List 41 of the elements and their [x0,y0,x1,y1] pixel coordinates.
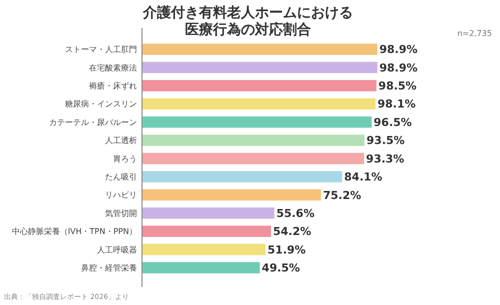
data-label: 96.5% [374,116,412,129]
bar [142,226,271,237]
bar [142,207,274,219]
y-tick-label: 胃ろう [113,154,137,164]
bar [142,80,376,92]
bar [142,171,342,182]
bar [142,116,372,128]
y-tick-label: 鼻腔・経管栄養 [81,264,137,273]
y-tick-label: 人工呼吸器 [97,245,137,254]
y-tick-label: 糖尿病・インスリン [65,100,137,109]
y-tick-label: たん吸引 [105,172,137,182]
y-tick-label: 人工透析 [105,136,137,146]
bar [142,244,266,256]
data-label: 49.5% [262,262,300,275]
data-label: 98.1% [377,98,416,111]
chart-title: 介護付き有料老人ホームにおける医療行為の対応割合 [142,4,353,38]
data-label: 54.2% [272,225,312,238]
y-tick-label: カテーテル・尿バルーン [49,118,137,127]
bar [142,62,378,74]
y-tick-label: ストーマ・人工肛門 [65,45,137,54]
data-label: 93.3% [366,152,404,166]
data-label: 98.5% [378,80,417,93]
data-label: 98.9% [379,43,418,56]
bar [142,152,364,164]
data-label: 75.2% [322,188,362,202]
y-tick-label: 褥瘡・床ずれ [89,81,137,90]
data-label: 55.6% [276,206,314,220]
data-label: 51.9% [268,243,306,256]
y-tick-label: リハビリ [105,190,137,200]
bar [142,134,365,146]
y-tick-label: 気管切開 [105,208,137,218]
bar [142,44,378,55]
bar [142,189,321,201]
bar [142,98,376,110]
data-label: 98.9% [379,61,418,74]
text: n=2,735 [457,29,492,38]
y-tick-label: 中心静脈栄養（IVH・TPN・PPN） [12,227,137,236]
bar [142,262,260,274]
data-label: 84.1% [344,170,382,184]
y-tick-label: 在宅酸素療法 [89,63,137,72]
data-label: 93.5% [366,134,405,148]
